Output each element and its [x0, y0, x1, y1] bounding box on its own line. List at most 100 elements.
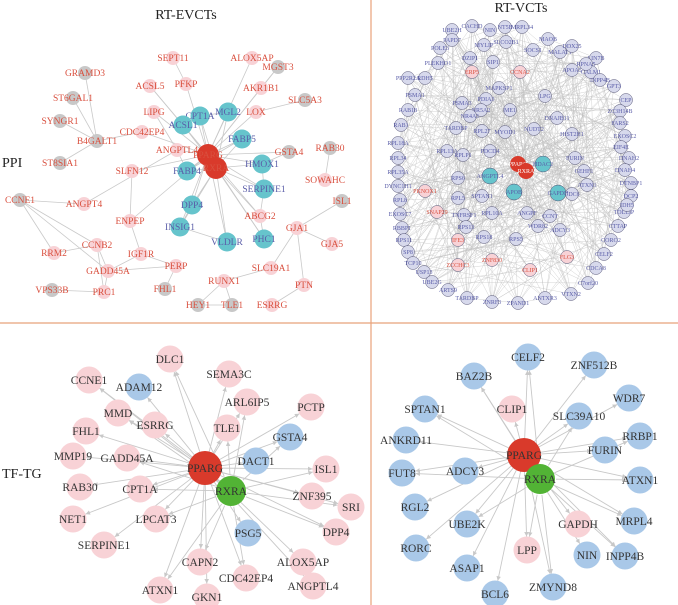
node-label: RORC	[400, 543, 432, 555]
node-label: NT5E	[498, 25, 513, 31]
evct-node-angptl4: ANGPTL4	[156, 143, 198, 157]
vct-node-malat1-6: MALAT1	[548, 45, 572, 59]
node-label: CDCA8	[586, 266, 606, 272]
tf_right-edge	[555, 477, 627, 483]
tf_left-target-mmp19: MMP19	[54, 442, 92, 470]
node-circle	[193, 583, 221, 605]
vct-edge	[571, 69, 612, 241]
tf_right-target-clip1: CLIP1	[497, 395, 528, 423]
node-circle	[483, 23, 497, 37]
tf_right-edge	[437, 414, 510, 449]
ppi-row-label: PPI	[2, 156, 23, 171]
node-circle	[205, 157, 227, 179]
evct-node-gsta4: GSTA4	[275, 145, 304, 159]
node-circle	[483, 144, 497, 158]
node-label: SLCO2B1	[493, 40, 518, 46]
node-label: INPP4B	[590, 78, 610, 84]
evct-node-ccne1: CCNE1	[5, 193, 35, 207]
node-circle	[611, 542, 639, 570]
node-label: RPNA5	[576, 62, 595, 68]
vct-edge	[489, 29, 546, 97]
node-label: ALOX5AP	[230, 54, 273, 64]
node-label: C7orf20	[578, 280, 598, 287]
node-circle	[177, 161, 197, 181]
node-circle	[312, 455, 340, 483]
node-label: RDH5	[417, 76, 433, 82]
node-label: LPCAT3	[136, 514, 177, 526]
vct-edge	[424, 77, 487, 100]
evct-edge	[19, 199, 98, 246]
node-label: B4GALT1	[77, 137, 118, 147]
tf_right-edge	[541, 494, 554, 574]
node-circle	[440, 144, 454, 158]
evct-edge	[296, 200, 343, 229]
evct-node-acsl5: ACSL5	[135, 79, 165, 93]
node-label: SLC39A10	[553, 411, 606, 423]
hub-label: PPARG	[509, 162, 528, 168]
vct-node-pknox1-55: PKNOX1	[413, 184, 437, 198]
evct-node-pfkp: PFKP	[175, 77, 197, 91]
node-circle	[53, 114, 67, 128]
tf_right-edge	[496, 470, 522, 581]
vct-node-lin7b-103: LIN7B	[588, 51, 605, 65]
vct-node-wdr82-72: WDR82	[528, 219, 548, 233]
vct-node-sptan1-61: SPTAN1	[471, 189, 493, 203]
node-circle	[166, 51, 180, 65]
vct-edge	[571, 122, 621, 135]
evct-node-hmox1: HMOX1	[245, 154, 279, 174]
node-circle	[431, 56, 445, 70]
node-label: MALAT1	[548, 50, 572, 56]
node-label: HDAC2	[533, 162, 553, 168]
vct-edge	[462, 154, 572, 295]
node-circle	[511, 296, 525, 310]
node-label: ACSL1	[168, 121, 197, 131]
vct-edge	[397, 157, 401, 201]
node-circle	[47, 246, 61, 260]
vct-node-rps13-69: RPS13	[458, 220, 474, 234]
evct-node-prc1: PRC1	[93, 285, 116, 299]
node-circle	[173, 115, 193, 135]
node-label: DYNC1H1	[384, 184, 411, 190]
node-circle	[170, 143, 184, 157]
node-label: CPT1A	[185, 112, 214, 122]
vct-edge	[544, 95, 626, 137]
vct-edge	[465, 226, 468, 299]
node-label: PAPD7	[443, 38, 461, 44]
vct-hub-edge	[517, 163, 572, 295]
node-label: PRC1	[93, 288, 116, 298]
node-label: RPS6	[451, 176, 465, 182]
node-label: ZC3H14B	[607, 109, 632, 115]
vct-edge	[424, 29, 453, 192]
vct-edge	[469, 57, 539, 227]
tf_right-target-ube2k: UBE2K	[448, 510, 486, 538]
node-circle	[465, 19, 479, 33]
node-circle	[66, 91, 80, 105]
node-label: GJA1	[286, 224, 308, 234]
tf_left-target-pctp: PCTP	[297, 393, 325, 421]
node-circle	[531, 219, 545, 233]
vct-node-dnah2-97: DNAH2	[619, 151, 639, 165]
node-label: CDC42EP4	[120, 128, 165, 138]
evct-node-insig1: INSIG1	[165, 217, 195, 237]
vct-node-mrpl34-4: MRPL34	[511, 20, 533, 34]
evct-node-slc5a3: SLC5A3	[288, 93, 322, 107]
node-circle	[453, 554, 481, 582]
tf_left-edge	[173, 371, 201, 453]
vct-node-adcy3-73: ADCY3	[550, 223, 570, 237]
vct-node-maob-5: MAOB	[539, 32, 557, 46]
node-label: RAB30	[62, 482, 97, 494]
node-label: RAB18	[399, 108, 417, 114]
node-circle	[297, 393, 325, 421]
evct-node-gadd45a: GADD45A	[86, 264, 130, 278]
node-circle	[553, 45, 567, 59]
node-label: ATXN1	[622, 475, 659, 487]
node-label: RAB1	[393, 123, 408, 129]
node-label: CCNB2	[82, 241, 113, 251]
node-circle	[481, 167, 499, 185]
node-circle	[90, 238, 104, 252]
node-label: PDCD4	[480, 149, 499, 155]
vct-node-tardbp-44: TARDBP	[444, 121, 468, 135]
node-label: LOX	[246, 108, 266, 118]
node-label: LIN7B	[588, 56, 605, 62]
node-circle	[402, 534, 430, 562]
